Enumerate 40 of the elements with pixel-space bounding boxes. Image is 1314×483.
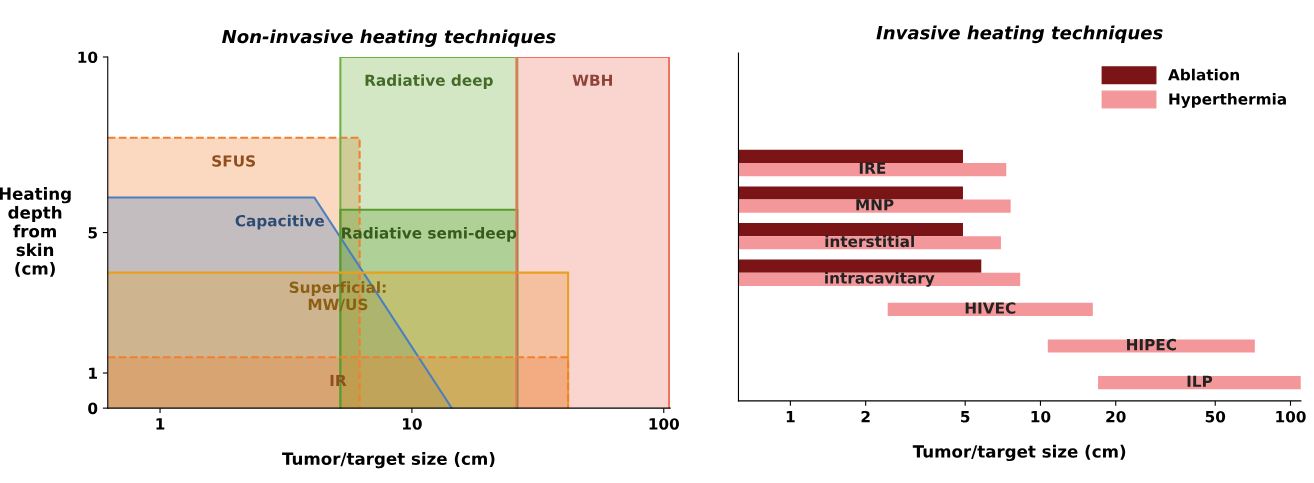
series-label: Capacitive xyxy=(235,214,324,230)
category-label: HIVEC xyxy=(965,302,1016,314)
y-tick-label: 5 xyxy=(88,227,97,239)
category-label: MNP xyxy=(856,199,894,211)
series-label: Radiative deep xyxy=(365,74,493,89)
category-label: HIPEC xyxy=(1127,338,1176,351)
chart-title: Invasive heating techniques xyxy=(876,25,1163,44)
bar xyxy=(738,162,1007,177)
bar xyxy=(738,149,963,163)
chart-title: Non-invasive heating techniques xyxy=(222,29,556,47)
y-tick-label: 10 xyxy=(78,51,98,64)
legend-label: Ablation xyxy=(1168,68,1240,81)
bar xyxy=(738,186,963,200)
y-tick-label: 1 xyxy=(89,367,97,379)
x-tick-label: 20 xyxy=(1106,410,1126,423)
x-tick-label: 1 xyxy=(786,411,795,423)
series-label: SFUS xyxy=(212,155,255,167)
x-tick-label: 100 xyxy=(1276,410,1306,423)
legend-label: Hyperthermia xyxy=(1169,93,1286,108)
y-tick-label: 0 xyxy=(88,402,98,415)
bar xyxy=(738,199,1011,213)
category-label: ILP xyxy=(1187,375,1213,387)
x-tick-label: 1 xyxy=(156,418,165,430)
x-tick-label: 10 xyxy=(1031,410,1051,423)
series-label: WBH xyxy=(572,74,612,86)
bar xyxy=(738,222,963,237)
bar xyxy=(1047,339,1255,353)
bar xyxy=(1098,376,1301,390)
y-axis-title: Heating depth from skin (cm) xyxy=(0,187,71,277)
category-label: intracavitary xyxy=(825,271,935,287)
x-axis-title: Tumor/target size (cm) xyxy=(282,452,495,469)
x-tick-label: 100 xyxy=(649,418,679,430)
x-axis-title: Tumor/target size (cm) xyxy=(912,444,1126,462)
x-tick-label: 5 xyxy=(961,411,970,423)
x-tick-label: 10 xyxy=(403,418,422,430)
category-label: IRE xyxy=(859,162,886,174)
x-tick-label: 50 xyxy=(1205,410,1226,423)
category-label: interstitial xyxy=(825,235,914,248)
bar xyxy=(738,259,982,273)
x-tick-label: 2 xyxy=(861,410,870,423)
